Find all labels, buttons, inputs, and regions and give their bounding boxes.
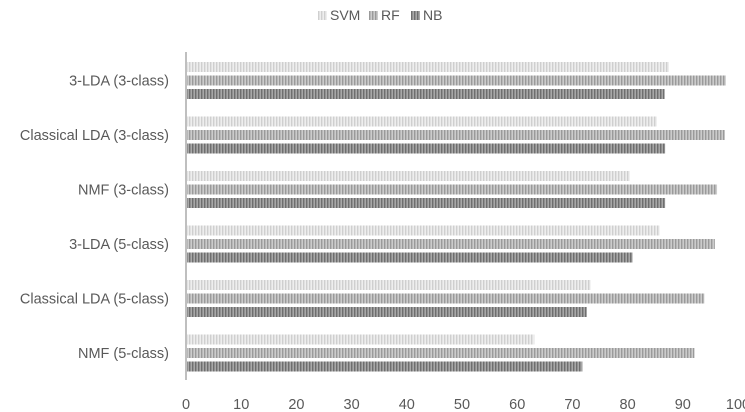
bar-svm-3-lda-5-class bbox=[187, 225, 660, 236]
legend-label-svm: SVM bbox=[330, 7, 360, 23]
bar-rf-nmf-5-class bbox=[187, 348, 695, 358]
category-label-classical-lda-3-class: Classical LDA (3-class) bbox=[20, 128, 169, 144]
category-labels: 3-LDA (3-class) Classical LDA (3-class) NM… bbox=[20, 74, 169, 363]
category-label-nmf-5-class: NMF (5-class) bbox=[78, 346, 169, 362]
x-tick-label-30: 30 bbox=[344, 397, 360, 412]
bar-rf-3-lda-5-class bbox=[187, 239, 715, 249]
x-tick-label-20: 20 bbox=[288, 397, 304, 412]
bar-nb-3-lda-3-class bbox=[187, 89, 665, 99]
x-tick-label-50: 50 bbox=[454, 397, 470, 412]
legend-label-rf: RF bbox=[381, 7, 400, 23]
x-tick-label-90: 90 bbox=[675, 397, 691, 412]
bar-nb-classical-lda-5-class bbox=[187, 307, 587, 317]
x-tick-label-80: 80 bbox=[620, 397, 636, 412]
x-tick-label-100: 100 bbox=[726, 397, 745, 412]
bar-nb-nmf-5-class bbox=[187, 361, 583, 372]
bar-svm-classical-lda-3-class bbox=[187, 116, 657, 127]
bar-svm-3-lda-3-class bbox=[187, 62, 669, 72]
legend-label-nb: NB bbox=[423, 7, 442, 23]
bar-rf-classical-lda-5-class bbox=[187, 293, 705, 304]
category-label-3-lda-3-class: 3-LDA (3-class) bbox=[69, 74, 169, 90]
x-tick-label-10: 10 bbox=[233, 397, 249, 412]
category-label-nmf-3-class: NMF (3-class) bbox=[78, 183, 169, 199]
bar-nb-3-lda-5-class bbox=[187, 252, 633, 263]
legend-swatch-rf bbox=[369, 11, 378, 20]
x-tick-label-0: 0 bbox=[182, 397, 190, 412]
legend: SVM RF NB bbox=[318, 7, 442, 23]
category-label-3-lda-5-class: 3-LDA (5-class) bbox=[69, 237, 169, 253]
bar-svm-nmf-5-class bbox=[187, 334, 535, 345]
plot-area bbox=[187, 62, 726, 372]
x-tick-label-60: 60 bbox=[509, 397, 525, 412]
legend-swatch-svm bbox=[318, 11, 327, 20]
bar-rf-nmf-3-class bbox=[187, 184, 718, 195]
x-axis-tick-labels: 0 10 20 30 40 50 60 70 80 90 100 bbox=[182, 397, 745, 412]
bar-nb-nmf-3-class bbox=[187, 198, 666, 208]
bar-rf-3-lda-3-class bbox=[187, 75, 726, 86]
bar-nb-classical-lda-3-class bbox=[187, 143, 666, 154]
x-tick-label-40: 40 bbox=[399, 397, 415, 412]
bar-svm-nmf-3-class bbox=[187, 171, 630, 181]
x-tick-label-70: 70 bbox=[564, 397, 580, 412]
legend-swatch-nb bbox=[411, 11, 420, 20]
bar-rf-classical-lda-3-class bbox=[187, 130, 725, 140]
bar-svm-classical-lda-5-class bbox=[187, 280, 591, 290]
category-label-classical-lda-5-class: Classical LDA (5-class) bbox=[20, 292, 169, 308]
